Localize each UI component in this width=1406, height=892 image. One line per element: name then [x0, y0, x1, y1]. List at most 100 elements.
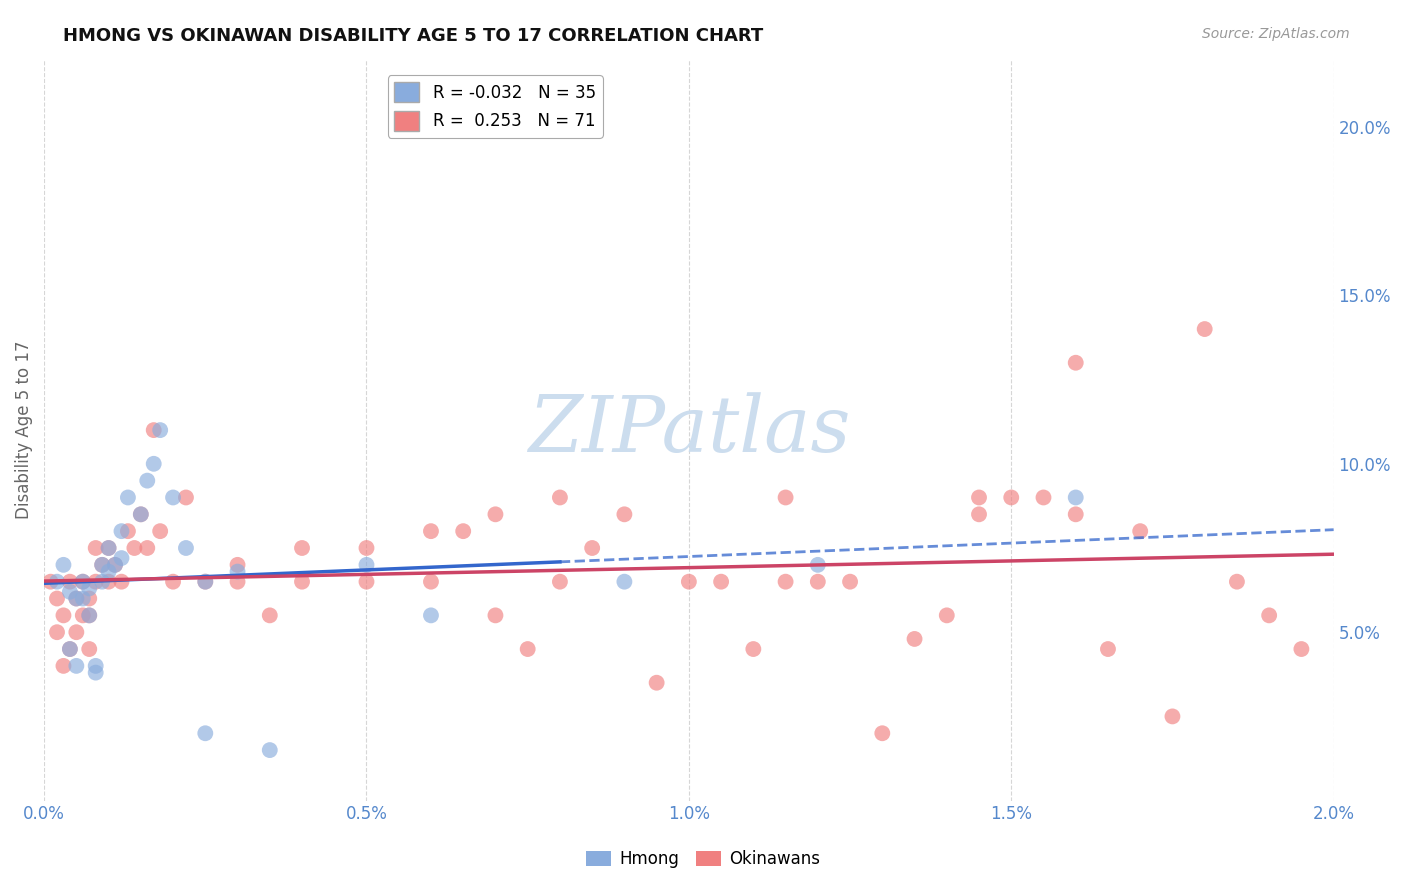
Point — [967, 491, 990, 505]
Point — [484, 508, 506, 522]
Point — [807, 558, 830, 572]
Point — [1291, 642, 1313, 657]
Point — [420, 574, 443, 589]
Point — [104, 558, 127, 572]
Text: ZIPatlas: ZIPatlas — [527, 392, 851, 468]
Point — [117, 524, 139, 538]
Point — [162, 574, 184, 589]
Point — [356, 558, 378, 572]
Point — [91, 574, 114, 589]
Point — [104, 558, 127, 572]
Point — [1161, 709, 1184, 723]
Point — [259, 608, 281, 623]
Point — [356, 541, 378, 555]
Point — [91, 558, 114, 572]
Point — [124, 541, 146, 555]
Point — [129, 508, 152, 522]
Point — [1064, 356, 1087, 370]
Point — [162, 491, 184, 505]
Point — [613, 574, 636, 589]
Point — [97, 541, 120, 555]
Point — [807, 574, 830, 589]
Point — [84, 574, 107, 589]
Point — [52, 659, 75, 673]
Point — [1064, 491, 1087, 505]
Point — [77, 642, 100, 657]
Point — [110, 551, 132, 566]
Point — [59, 584, 82, 599]
Text: HMONG VS OKINAWAN DISABILITY AGE 5 TO 17 CORRELATION CHART: HMONG VS OKINAWAN DISABILITY AGE 5 TO 17… — [63, 27, 763, 45]
Point — [136, 541, 159, 555]
Point — [52, 558, 75, 572]
Point — [356, 574, 378, 589]
Point — [194, 574, 217, 589]
Point — [65, 591, 87, 606]
Point — [72, 608, 94, 623]
Point — [678, 574, 700, 589]
Point — [46, 625, 69, 640]
Point — [84, 541, 107, 555]
Point — [1258, 608, 1281, 623]
Point — [72, 574, 94, 589]
Point — [1097, 642, 1119, 657]
Point — [52, 608, 75, 623]
Point — [451, 524, 474, 538]
Point — [84, 665, 107, 680]
Point — [142, 457, 165, 471]
Point — [839, 574, 862, 589]
Point — [645, 675, 668, 690]
Point — [110, 524, 132, 538]
Point — [59, 574, 82, 589]
Point — [548, 491, 571, 505]
Point — [65, 591, 87, 606]
Point — [84, 659, 107, 673]
Point — [775, 574, 797, 589]
Legend: R = -0.032   N = 35, R =  0.253   N = 71: R = -0.032 N = 35, R = 0.253 N = 71 — [388, 75, 603, 137]
Legend: Hmong, Okinawans: Hmong, Okinawans — [579, 844, 827, 875]
Text: Source: ZipAtlas.com: Source: ZipAtlas.com — [1202, 27, 1350, 41]
Point — [194, 726, 217, 740]
Point — [1226, 574, 1249, 589]
Point — [484, 608, 506, 623]
Point — [581, 541, 603, 555]
Point — [967, 508, 990, 522]
Point — [903, 632, 925, 646]
Point — [46, 591, 69, 606]
Point — [872, 726, 894, 740]
Point — [935, 608, 957, 623]
Point — [77, 608, 100, 623]
Y-axis label: Disability Age 5 to 17: Disability Age 5 to 17 — [15, 341, 32, 519]
Point — [72, 591, 94, 606]
Point — [142, 423, 165, 437]
Point — [77, 608, 100, 623]
Point — [742, 642, 765, 657]
Point — [1194, 322, 1216, 336]
Point — [291, 541, 314, 555]
Point — [548, 574, 571, 589]
Point — [226, 558, 249, 572]
Point — [77, 591, 100, 606]
Point — [613, 508, 636, 522]
Point — [91, 558, 114, 572]
Point — [1064, 508, 1087, 522]
Point — [77, 582, 100, 596]
Point — [420, 524, 443, 538]
Point — [775, 491, 797, 505]
Point — [59, 642, 82, 657]
Point — [1000, 491, 1022, 505]
Point — [149, 423, 172, 437]
Point — [259, 743, 281, 757]
Point — [174, 541, 197, 555]
Point — [65, 659, 87, 673]
Point — [65, 625, 87, 640]
Point — [136, 474, 159, 488]
Point — [117, 491, 139, 505]
Point — [59, 642, 82, 657]
Point — [291, 574, 314, 589]
Point — [194, 574, 217, 589]
Point — [129, 508, 152, 522]
Point — [39, 574, 62, 589]
Point — [97, 574, 120, 589]
Point — [149, 524, 172, 538]
Point — [174, 491, 197, 505]
